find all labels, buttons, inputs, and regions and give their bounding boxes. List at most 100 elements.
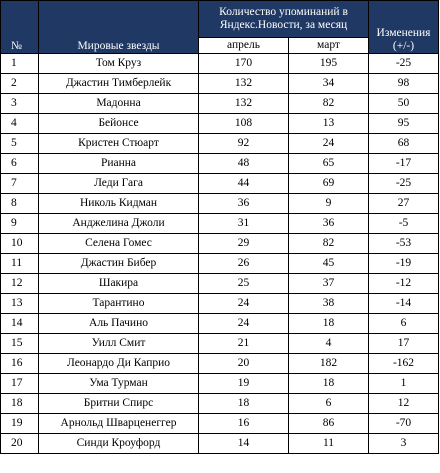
cell-april: 18 — [198, 393, 289, 414]
cell-number: 4 — [0, 113, 39, 134]
cell-change: -12 — [368, 273, 440, 294]
cell-change: -70 — [368, 413, 440, 434]
mentions-table: № Мировые звезды Количество упоминаний в… — [0, 0, 440, 454]
table-row: 6 Рианна 48 65 -17 — [0, 153, 440, 174]
cell-march: 18 — [287, 313, 370, 334]
cell-star-name: Леонардо Ди Каприо — [38, 353, 199, 374]
cell-star-name: Уилл Смит — [38, 333, 199, 354]
cell-march: 182 — [287, 353, 370, 374]
cell-number: 20 — [0, 433, 39, 454]
cell-march: 6 — [287, 393, 370, 414]
cell-march: 69 — [287, 173, 370, 194]
cell-april: 31 — [198, 213, 289, 234]
cell-star-name: Арнольд Шварценеггер — [38, 413, 199, 434]
cell-change: -17 — [368, 153, 440, 174]
cell-march: 82 — [287, 93, 370, 114]
cell-star-name: Рианна — [38, 153, 199, 174]
cell-change: 68 — [368, 133, 440, 154]
cell-april: 92 — [198, 133, 289, 154]
table-row: 9 Анджелина Джоли 31 36 -5 — [0, 213, 440, 234]
cell-march: 24 — [287, 133, 370, 154]
cell-change: -14 — [368, 293, 440, 314]
table-row: 11 Джастин Бибер 26 45 -19 — [0, 253, 440, 274]
cell-number: 14 — [0, 313, 39, 334]
cell-april: 16 — [198, 413, 289, 434]
cell-march: 13 — [287, 113, 370, 134]
cell-change: 3 — [368, 433, 440, 454]
header-april: апрель — [198, 37, 289, 54]
cell-change: 98 — [368, 73, 440, 94]
table-row: 7 Леди Гага 44 69 -25 — [0, 173, 440, 194]
cell-number: 16 — [0, 353, 39, 374]
cell-star-name: Шакира — [38, 273, 199, 294]
cell-april: 44 — [198, 173, 289, 194]
cell-change: 50 — [368, 93, 440, 114]
cell-number: 8 — [0, 193, 39, 214]
cell-change: 12 — [368, 393, 440, 414]
table-row: 13 Тарантино 24 38 -14 — [0, 293, 440, 314]
cell-number: 17 — [0, 373, 39, 394]
header-change: Изменения (+/-) — [368, 0, 440, 54]
cell-number: 1 — [0, 53, 39, 74]
cell-march: 86 — [287, 413, 370, 434]
table-row: 19 Арнольд Шварценеггер 16 86 -70 — [0, 413, 440, 434]
cell-april: 108 — [198, 113, 289, 134]
table-row: 1 Том Круз 170 195 -25 — [0, 53, 440, 74]
cell-star-name: Мадонна — [38, 93, 199, 114]
header-stars: Мировые звезды — [38, 0, 199, 54]
cell-change: -162 — [368, 353, 440, 374]
cell-number: 3 — [0, 93, 39, 114]
table-body: 1 Том Круз 170 195 -25 2 Джастин Тимберлейк 132… — [0, 53, 440, 454]
cell-star-name: Селена Гомес — [38, 233, 199, 254]
table-row: 16 Леонардо Ди Каприо 20 182 -162 — [0, 353, 440, 374]
cell-star-name: Аль Пачино — [38, 313, 199, 334]
cell-number: 15 — [0, 333, 39, 354]
cell-number: 7 — [0, 173, 39, 194]
cell-april: 26 — [198, 253, 289, 274]
cell-april: 21 — [198, 333, 289, 354]
table-row: 2 Джастин Тимберлейк 132 34 98 — [0, 73, 440, 94]
table-row: 18 Бритни Спирс 18 6 12 — [0, 393, 440, 414]
table-row: 5 Кристен Стюарт 92 24 68 — [0, 133, 440, 154]
cell-number: 2 — [0, 73, 39, 94]
cell-change: 95 — [368, 113, 440, 134]
header-march: март — [287, 37, 370, 54]
cell-star-name: Леди Гага — [38, 173, 199, 194]
cell-april: 20 — [198, 353, 289, 374]
cell-march: 195 — [287, 53, 370, 74]
cell-april: 24 — [198, 313, 289, 334]
cell-number: 13 — [0, 293, 39, 314]
cell-march: 37 — [287, 273, 370, 294]
cell-march: 9 — [287, 193, 370, 214]
cell-march: 65 — [287, 153, 370, 174]
cell-star-name: Анджелина Джоли — [38, 213, 199, 234]
cell-star-name: Кристен Стюарт — [38, 133, 199, 154]
cell-number: 10 — [0, 233, 39, 254]
cell-number: 9 — [0, 213, 39, 234]
cell-star-name: Николь Кидман — [38, 193, 199, 214]
table-row: 4 Бейонсе 108 13 95 — [0, 113, 440, 134]
table-header: № Мировые звезды Количество упоминаний в… — [0, 0, 440, 54]
cell-number: 5 — [0, 133, 39, 154]
cell-number: 11 — [0, 253, 39, 274]
cell-april: 29 — [198, 233, 289, 254]
cell-change: -5 — [368, 213, 440, 234]
cell-april: 25 — [198, 273, 289, 294]
table-row: 8 Николь Кидман 36 9 27 — [0, 193, 440, 214]
cell-star-name: Джастин Бибер — [38, 253, 199, 274]
cell-star-name: Бейонсе — [38, 113, 199, 134]
cell-april: 36 — [198, 193, 289, 214]
cell-march: 38 — [287, 293, 370, 314]
cell-march: 82 — [287, 233, 370, 254]
cell-change: -25 — [368, 173, 440, 194]
cell-march: 36 — [287, 213, 370, 234]
cell-march: 4 — [287, 333, 370, 354]
cell-number: 18 — [0, 393, 39, 414]
cell-april: 14 — [198, 433, 289, 454]
cell-star-name: Синди Кроуфорд — [38, 433, 199, 454]
cell-number: 12 — [0, 273, 39, 294]
cell-april: 132 — [198, 93, 289, 114]
cell-star-name: Джастин Тимберлейк — [38, 73, 199, 94]
cell-march: 11 — [287, 433, 370, 454]
table-row: 14 Аль Пачино 24 18 6 — [0, 313, 440, 334]
